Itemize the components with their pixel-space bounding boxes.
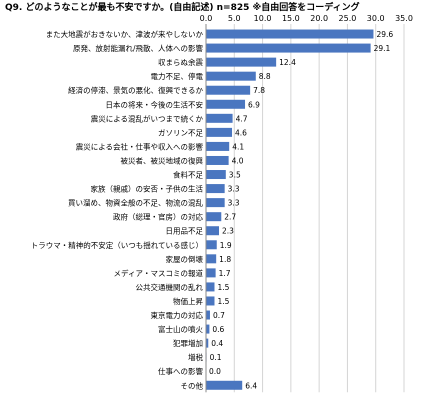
value-label: 3.3	[228, 199, 240, 208]
category-label: 震災による混乱がいつまで続くか	[91, 113, 204, 123]
bar	[206, 282, 215, 292]
value-label: 0.6	[212, 325, 224, 334]
value-label: 4.0	[232, 156, 244, 165]
category-label: 政府（総理・官房）の対応	[113, 212, 203, 222]
bar	[206, 29, 374, 39]
x-tick-label: 5.0	[228, 14, 241, 23]
bar	[206, 268, 216, 278]
value-label: 1.8	[219, 255, 231, 264]
category-label: 電力不足、停電	[151, 71, 204, 81]
value-label: 0.0	[209, 367, 221, 376]
bar	[206, 380, 243, 390]
x-tick-label: 0.0	[200, 14, 213, 23]
value-label: 2.7	[224, 213, 236, 222]
bar	[206, 338, 209, 348]
x-axis-ticks: 0.0 5.0 10.0 15.0 20.0 25.0 30.0 35.0	[200, 14, 413, 23]
bar	[206, 113, 233, 123]
category-label: 家屋の倒壊	[166, 254, 204, 264]
category-label: メディア・マスコミの報道	[114, 268, 204, 278]
value-label: 1.5	[217, 297, 229, 306]
value-label: 0.1	[210, 353, 222, 362]
category-label: 増税	[188, 352, 203, 362]
chart-title: Q9. どのようなことが最も不安ですか。(自由記述) n=825 ※自由回答をコ…	[5, 1, 360, 13]
bar	[206, 99, 246, 109]
x-tick-label: 30.0	[367, 14, 385, 23]
value-label: 1.5	[217, 283, 229, 292]
category-label: その他	[181, 380, 204, 390]
category-label: 被災者、被災地域の復興	[121, 155, 204, 165]
value-label: 0.4	[211, 339, 223, 348]
bar	[206, 85, 251, 95]
category-label: ガソリン不足	[158, 127, 203, 137]
bar	[206, 170, 226, 180]
category-label: 食料不足	[173, 170, 203, 180]
x-tick-label: 20.0	[310, 14, 328, 23]
category-label: 物価上昇	[173, 296, 203, 306]
category-label: 経済の停滞、景気の悪化、復興できるか	[68, 85, 203, 95]
x-tick-label: 35.0	[395, 14, 413, 23]
value-label: 29.6	[376, 30, 393, 39]
bar	[206, 324, 210, 334]
category-label: また大地震がおきないか、津波が来やしないか	[46, 29, 204, 39]
bar	[206, 141, 230, 151]
value-label: 6.9	[248, 100, 260, 109]
category-label: 仕事への影響	[158, 366, 203, 376]
category-label: 公共交通機関の乱れ	[136, 282, 204, 292]
value-label: 2.3	[222, 227, 234, 236]
value-label: 6.4	[245, 381, 257, 390]
value-label: 4.1	[232, 142, 244, 151]
category-label: 富士山の噴火	[158, 324, 203, 334]
category-label: 日用品不足	[166, 227, 204, 236]
grid	[205, 24, 405, 393]
bar	[206, 296, 215, 306]
value-label: 1.9	[220, 241, 232, 250]
category-label: 家族（親戚）の安否・子供の生活	[91, 184, 204, 194]
bar	[206, 254, 217, 264]
bar	[206, 127, 233, 137]
value-label: 3.5	[229, 171, 241, 180]
bars	[206, 29, 374, 390]
value-label: 1.7	[219, 269, 231, 278]
bar	[206, 240, 217, 250]
bar	[206, 155, 229, 165]
value-label: 7.8	[253, 86, 265, 95]
category-label: 震災による会社・仕事や収入への影響	[76, 141, 204, 151]
bar	[206, 226, 220, 236]
bar	[206, 43, 371, 53]
x-tick-label: 10.0	[254, 14, 272, 23]
value-label: 12.4	[279, 58, 296, 67]
x-tick-label: 15.0	[282, 14, 300, 23]
category-label: 東京電力の対応	[151, 310, 204, 320]
bar	[206, 71, 256, 81]
value-label: 8.8	[259, 72, 271, 81]
category-label: 原発、放射能漏れ/飛散、人体への影響	[73, 43, 204, 53]
bar	[206, 198, 225, 208]
bar	[206, 310, 210, 320]
x-tick-label: 25.0	[339, 14, 357, 23]
category-label: トラウマ・精神的不安定（いつも揺れている感じ）	[31, 240, 203, 250]
category-label: 日本の将来・今後の生活不安	[106, 99, 204, 109]
category-labels: また大地震がおきないか、津波が来やしないか原発、放射能漏れ/飛散、人体への影響収…	[31, 29, 204, 390]
bar	[206, 212, 222, 222]
value-labels: 29.6 29.1 12.4 8.8 7.8 6.94.7 4.6 4.1 4.0 3.5 3.3 3…	[209, 30, 393, 390]
bar	[206, 57, 277, 67]
category-label: 収まらぬ余震	[158, 57, 203, 67]
value-label: 0.7	[213, 311, 225, 320]
value-label: 4.7	[236, 114, 248, 123]
value-label: 3.3	[228, 185, 240, 194]
category-label: 買い溜め、物資全般の不足、物流の混乱	[68, 198, 203, 208]
value-label: 4.6	[235, 128, 247, 137]
bar	[206, 184, 225, 194]
category-label: 犯罪増加	[173, 338, 203, 348]
value-label: 29.1	[374, 44, 391, 53]
